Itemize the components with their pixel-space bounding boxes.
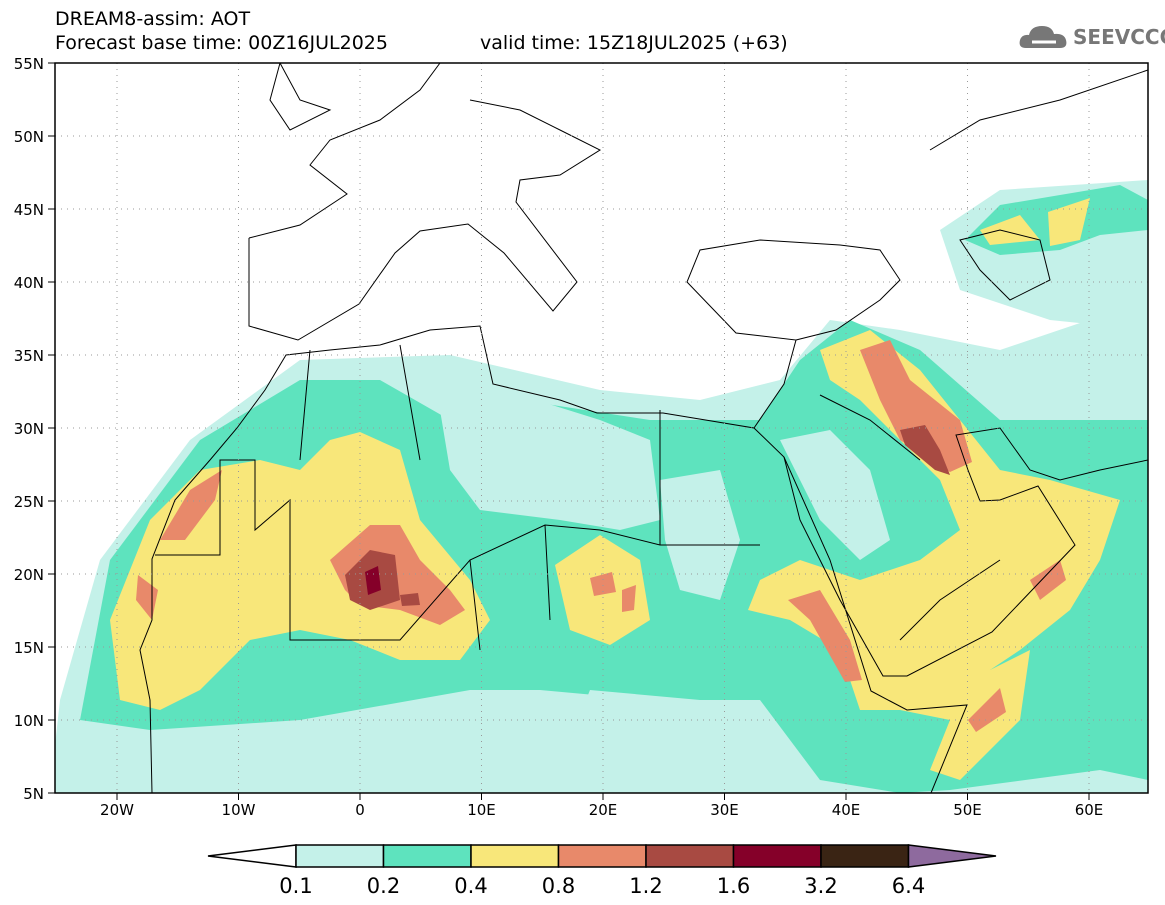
colorbar-swatch [732, 844, 822, 868]
colorbar-label: 0.8 [542, 874, 575, 898]
colorbar-label: 0.4 [454, 874, 487, 898]
lon-label: 10E [467, 801, 496, 819]
colorbar-label: 3.2 [804, 874, 837, 898]
forecast-base-time: Forecast base time: 00Z16JUL2025 [55, 32, 388, 54]
lon-label: 20W [100, 801, 134, 819]
map-title: DREAM8-assim: AOT [55, 8, 251, 30]
aot-contour-0.8 [968, 688, 1006, 732]
colorbar-label: 0.1 [279, 874, 312, 898]
lat-label: 35N [14, 347, 44, 365]
aot-contour-0.4 [980, 215, 1040, 245]
graticule [55, 63, 1148, 793]
colorbar-label: 6.4 [892, 874, 925, 898]
lat-label: 45N [14, 201, 44, 219]
coastlines [139, 63, 1148, 793]
aot-contour-1.2 [900, 425, 950, 475]
lon-label: 20E [589, 801, 618, 819]
colorbar-swatch [382, 844, 472, 868]
aot-field [55, 63, 1148, 793]
lon-label: 30E [710, 801, 739, 819]
colorbar-swatch [820, 844, 910, 868]
seevccc-logo: SEEVCCC [1018, 22, 1165, 52]
aot-contour-1.2 [400, 593, 420, 606]
lat-label: 15N [14, 639, 44, 657]
colorbar-label: 1.2 [629, 874, 662, 898]
aot-contour-0.8 [1030, 560, 1066, 600]
aot-contour-0.4 [748, 330, 1120, 780]
lon-label: 60E [1075, 801, 1104, 819]
cloud-icon [1019, 26, 1067, 48]
lat-label: 25N [14, 493, 44, 511]
lat-label: 5N [23, 785, 44, 803]
aot-contour-0.1 [780, 430, 890, 560]
colorbar-swatch [645, 844, 735, 868]
lon-label: 0 [355, 801, 365, 819]
lon-label: 10W [222, 801, 256, 819]
aot-contour-0.1 [660, 470, 740, 600]
aot-contour-0.4 [340, 435, 370, 465]
aot-contour-0.4 [1048, 198, 1090, 246]
logo-text: SEEVCCC [1073, 25, 1165, 49]
lat-label: 10N [14, 712, 44, 730]
aot-contour-0.8 [860, 340, 972, 472]
lon-label: 50E [953, 801, 982, 819]
aot-contour-0.1 [570, 690, 760, 793]
lat-label: 40N [14, 274, 44, 292]
colorbar-arrow-low [207, 844, 297, 868]
aot-contour-0.8 [788, 590, 862, 682]
aot-contour-0.8 [590, 572, 616, 596]
aot-contour-0.1 [440, 395, 660, 530]
colorbar-label: 1.6 [717, 874, 750, 898]
lon-label: 40E [832, 801, 861, 819]
valid-time: valid time: 15Z18JUL2025 (+63) [480, 32, 788, 54]
lat-label: 55N [14, 55, 44, 73]
lat-label: 30N [14, 420, 44, 438]
colorbar-arrow-high [907, 844, 997, 868]
aot-contour-0.8 [622, 585, 636, 612]
colorbar: 0.1 0.2 0.4 0.8 1.2 1.6 3.2 6.4 [207, 844, 997, 898]
axis-ticks: 55N 50N 45N 40N 35N 30N 25N 20N 15N 10N 5N 20W 10W 0 1… [14, 55, 1104, 819]
colorbar-swatch [470, 844, 560, 868]
lat-label: 50N [14, 128, 44, 146]
aot-contour-1.6 [365, 566, 381, 595]
colorbar-swatch [557, 844, 647, 868]
colorbar-swatch [295, 844, 385, 868]
lat-label: 20N [14, 566, 44, 584]
aot-contour-0.8 [160, 470, 222, 540]
colorbar-label: 0.2 [367, 874, 400, 898]
